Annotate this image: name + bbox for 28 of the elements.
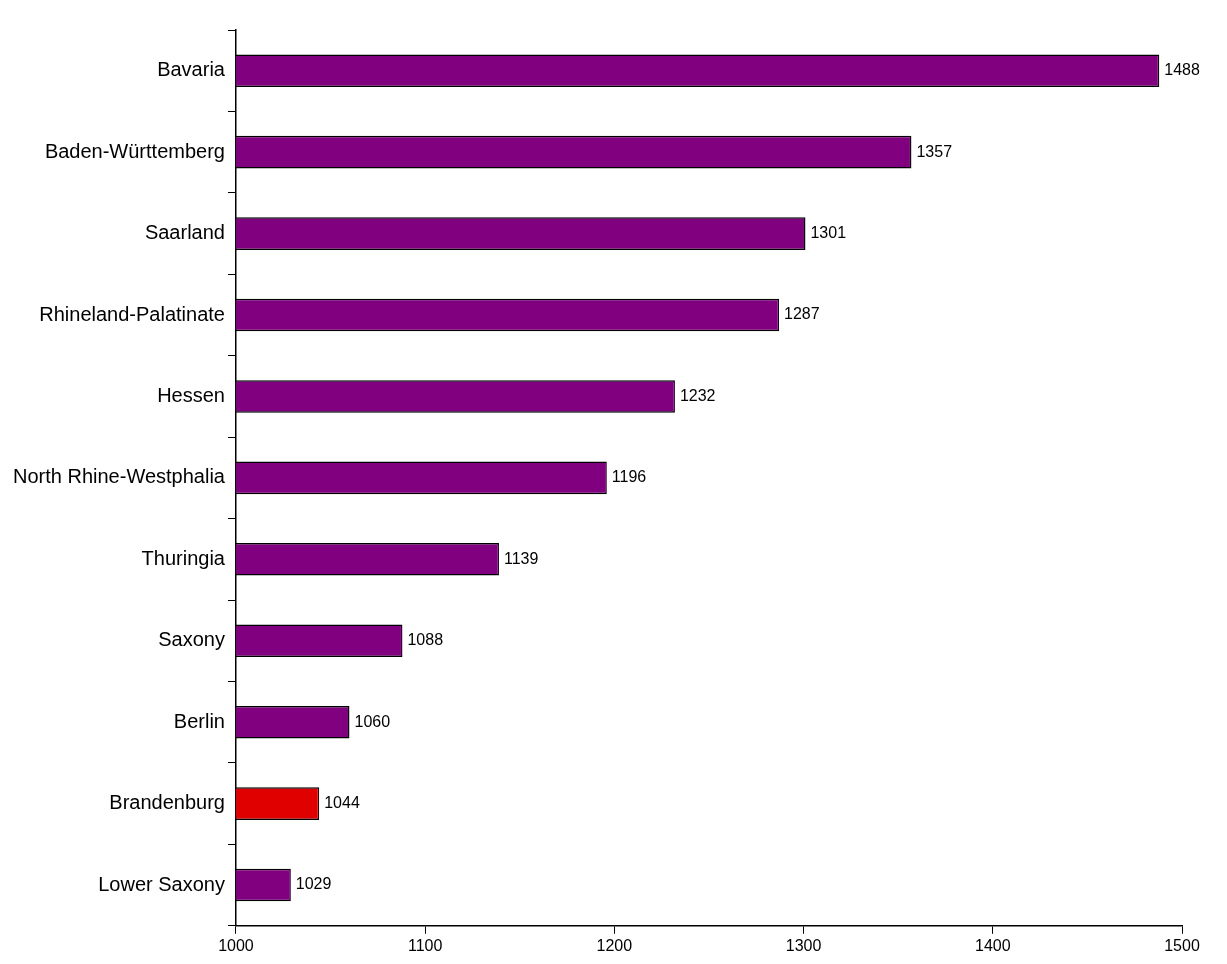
data-label: 1044 (324, 794, 360, 812)
data-label: 1357 (916, 142, 953, 160)
x-tick-label: 1300 (785, 936, 822, 954)
y-tick-label: Baden-Württemberg (44, 139, 225, 162)
y-tick-label: Saarland (144, 221, 225, 244)
y-tick-label: Berlin (173, 709, 225, 732)
x-tick-label: 1100 (407, 936, 443, 954)
x-tick-label: 1500 (1164, 936, 1200, 954)
y-tick-label: Lower Saxony (98, 872, 225, 895)
y-tick-label: Saxony (158, 628, 225, 651)
data-label: 1139 (503, 549, 539, 567)
x-tick-label: 1200 (596, 936, 633, 954)
data-label: 1232 (679, 386, 716, 404)
y-tick-label: Thuringia (141, 546, 226, 569)
data-label: 1196 (611, 468, 647, 486)
data-label: 1088 (407, 631, 444, 649)
data-label: 1060 (354, 712, 391, 730)
x-tick-label: 1400 (974, 936, 1011, 954)
data-label: 1029 (295, 875, 332, 893)
data-label: 1301 (810, 224, 847, 241)
y-tick-label: Brandenburg (109, 791, 225, 814)
data-label: 1488 (1164, 61, 1200, 79)
data-label: 1287 (783, 305, 820, 323)
x-tick-label: 1000 (218, 936, 254, 954)
y-tick-label: Bavaria (157, 58, 226, 81)
y-tick-label: North Rhine-Westphalia (13, 465, 226, 488)
y-tick-label: Rhineland-Palatinate (39, 302, 225, 325)
y-tick-label: Hessen (157, 383, 225, 406)
